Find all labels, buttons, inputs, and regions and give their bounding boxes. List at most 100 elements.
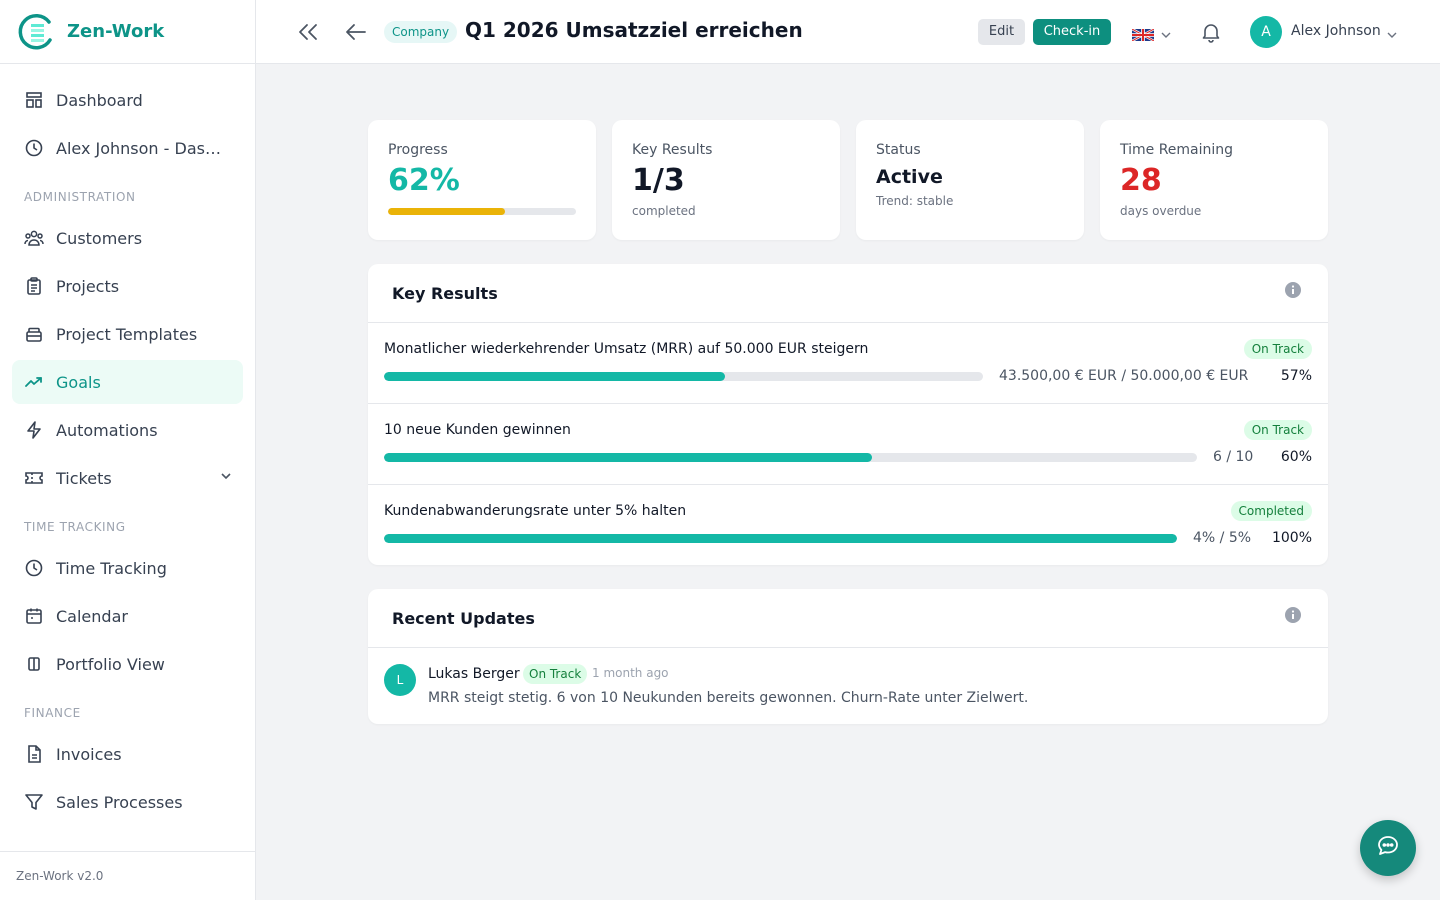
bell-icon[interactable]: [1200, 21, 1222, 47]
status-trend: Trend: stable: [876, 194, 954, 208]
document-icon: [24, 744, 44, 764]
progress-card: Progress 62%: [368, 120, 596, 240]
key-results-stat-value: 1/3: [632, 163, 685, 198]
sidebar-item-label: Dashboard: [56, 90, 143, 110]
key-result-status-badge: Completed: [1230, 501, 1312, 521]
uk-flag-icon[interactable]: [1131, 26, 1155, 43]
sidebar-item-goals[interactable]: Goals: [12, 360, 243, 404]
sidebar-item-label: Projects: [56, 276, 120, 296]
key-result-title: Kundenabwanderungsrate unter 5% halten: [384, 503, 687, 519]
info-icon[interactable]: [1284, 606, 1302, 628]
user-name[interactable]: Alex Johnson: [1291, 23, 1381, 39]
sidebar-item-label: Invoices: [56, 744, 122, 764]
update-timestamp: 1 month ago: [592, 666, 669, 680]
language-chevron-icon[interactable]: [1160, 26, 1172, 45]
update-status-badge: On Track: [523, 664, 588, 684]
lightning-icon: [24, 420, 44, 440]
brand-name: Zen-Work: [67, 21, 165, 42]
sidebar-item-invoices[interactable]: Invoices: [12, 732, 243, 776]
sidebar-item-time-tracking[interactable]: Time Tracking: [12, 546, 243, 590]
avatar: L: [384, 664, 416, 696]
users-icon: [24, 228, 44, 248]
sidebar-item-dashboard[interactable]: Dashboard: [12, 78, 243, 122]
sidebar-nav: Dashboard Alex Johnson - Dashb... ADMINI…: [0, 64, 255, 851]
sidebar-item-label: Sales Processes: [56, 792, 183, 812]
sidebar-item-label: Customers: [56, 228, 143, 248]
chat-bubble-icon: [1376, 834, 1400, 862]
key-result-value: 4% / 5%: [1193, 530, 1252, 546]
key-result-row[interactable]: 10 neue Kunden gewinnen On Track 6 / 10 …: [368, 404, 1328, 485]
funnel-icon: [24, 792, 44, 812]
sidebar-item-label: Alex Johnson - Dashb...: [56, 138, 228, 158]
time-remaining-sub: days overdue: [1120, 204, 1202, 218]
sidebar-item-automations[interactable]: Automations: [12, 408, 243, 452]
key-result-value: 6 / 10: [1213, 449, 1254, 465]
user-menu-chevron-icon[interactable]: [1386, 26, 1398, 45]
chat-button[interactable]: [1360, 820, 1416, 876]
ticket-icon: [24, 468, 44, 488]
sidebar-item-portfolio-view[interactable]: Portfolio View: [12, 642, 243, 686]
key-results-header: Key Results: [368, 264, 1328, 323]
collapse-sidebar-icon[interactable]: [296, 20, 320, 44]
key-result-row[interactable]: Monatlicher wiederkehrender Umsatz (MRR)…: [368, 323, 1328, 404]
info-icon[interactable]: [1284, 281, 1302, 303]
key-result-title: 10 neue Kunden gewinnen: [384, 422, 571, 438]
key-result-progress-bar: [384, 534, 1177, 543]
sidebar-item-label: Portfolio View: [56, 654, 165, 674]
goal-type-badge: Company: [384, 21, 458, 43]
page-title: Q1 2026 Umsatzziel erreichen: [465, 18, 803, 42]
sidebar-item-tickets[interactable]: Tickets: [12, 456, 243, 500]
status-value: Active: [876, 166, 943, 188]
brand[interactable]: Zen-Work: [0, 0, 255, 64]
section-title-time-tracking: TIME TRACKING: [24, 520, 126, 534]
check-in-button[interactable]: Check-in: [1033, 19, 1111, 45]
calendar-icon: [24, 606, 44, 626]
update-item: L Lukas Berger On Track 1 month ago MRR …: [368, 648, 1328, 724]
key-result-progress-fill: [384, 372, 726, 381]
sidebar-item-label: Time Tracking: [56, 558, 167, 578]
recent-updates-title: Recent Updates: [392, 609, 535, 628]
user-avatar[interactable]: A: [1250, 16, 1282, 48]
sidebar-item-sales-processes[interactable]: Sales Processes: [12, 780, 243, 824]
edit-button[interactable]: Edit: [978, 19, 1025, 45]
key-result-status-badge: On Track: [1243, 420, 1312, 440]
clock-icon: [24, 138, 44, 158]
clock-icon: [24, 558, 44, 578]
key-results-stat-sub: completed: [632, 204, 696, 218]
key-result-percent: 57%: [1280, 368, 1312, 384]
update-text: MRR steigt stetig. 6 von 10 Neukunden be…: [428, 690, 1029, 706]
key-result-value: 43.500,00 € EUR / 50.000,00 € EUR: [999, 368, 1249, 384]
sidebar: Zen-Work Dashboard Alex Johnson - Dashb.…: [0, 0, 256, 900]
trending-up-icon: [24, 372, 44, 392]
section-title-finance: FINANCE: [24, 706, 81, 720]
sidebar-item-projects[interactable]: Projects: [12, 264, 243, 308]
sidebar-item-label: Tickets: [56, 468, 112, 488]
sidebar-item-calendar[interactable]: Calendar: [12, 594, 243, 638]
time-remaining-card: Time Remaining 28 days overdue: [1100, 120, 1328, 240]
progress-bar-fill: [388, 208, 505, 215]
brand-logo-icon: [16, 12, 56, 52]
key-result-row[interactable]: Kundenabwanderungsrate unter 5% halten C…: [368, 485, 1328, 566]
sidebar-item-label: Project Templates: [56, 324, 198, 344]
chevron-down-icon[interactable]: [219, 468, 233, 487]
status-card: Status Active Trend: stable: [856, 120, 1084, 240]
sidebar-item-user-dashboard[interactable]: Alex Johnson - Dashb...: [12, 126, 243, 170]
recent-updates-header: Recent Updates: [368, 589, 1328, 648]
time-remaining-title: Time Remaining: [1120, 142, 1234, 158]
key-result-progress-fill: [384, 534, 1177, 543]
dashboard-icon: [24, 90, 44, 110]
sidebar-item-label: Calendar: [56, 606, 128, 626]
columns-icon: [24, 654, 44, 674]
progress-title: Progress: [388, 142, 448, 158]
key-result-status-badge: On Track: [1243, 339, 1312, 359]
key-result-progress-fill: [384, 453, 872, 462]
progress-value: 62%: [388, 163, 460, 198]
status-title: Status: [876, 142, 921, 158]
app-version: Zen-Work v2.0: [0, 851, 255, 900]
sidebar-item-customers[interactable]: Customers: [12, 216, 243, 260]
clipboard-icon: [24, 276, 44, 296]
sidebar-item-project-templates[interactable]: Project Templates: [12, 312, 243, 356]
back-arrow-icon[interactable]: [344, 20, 368, 44]
key-result-percent: 100%: [1271, 530, 1312, 546]
key-result-progress-bar: [384, 453, 1197, 462]
